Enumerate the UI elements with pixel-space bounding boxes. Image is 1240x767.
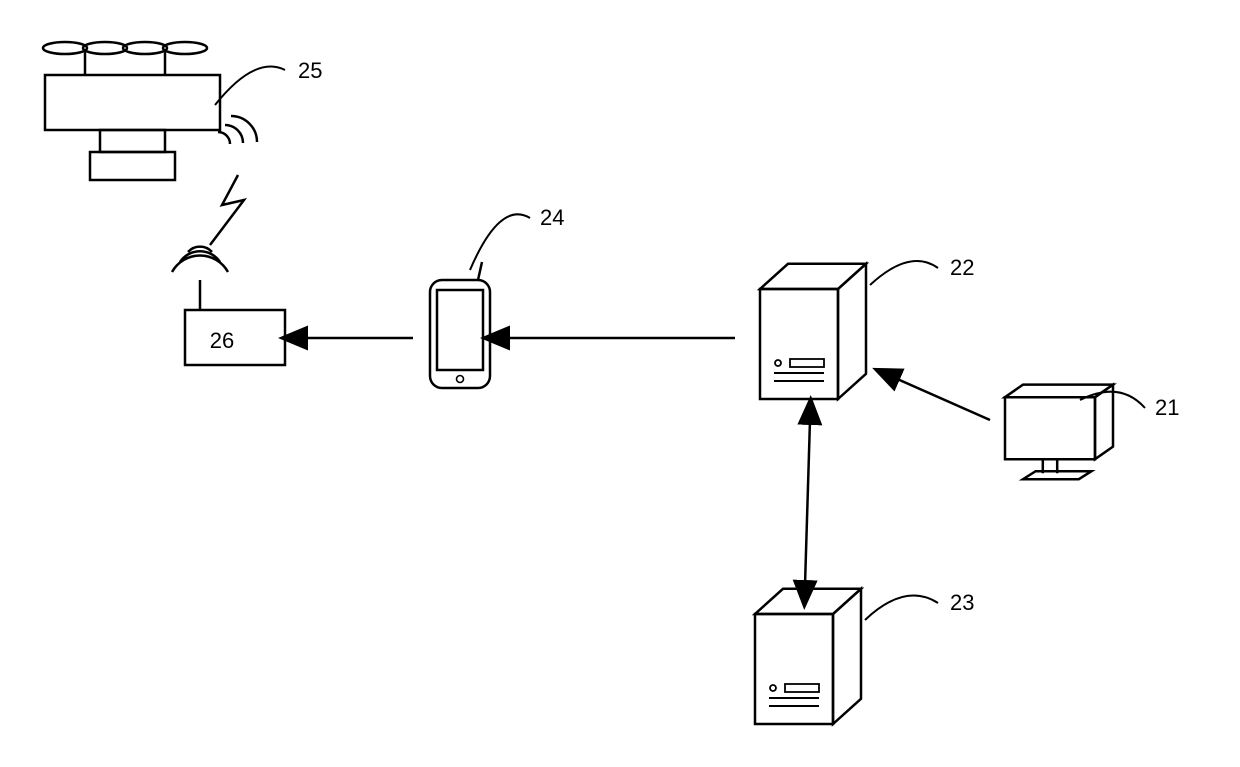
leader-line [870,261,938,285]
node-label: 21 [1155,395,1179,420]
leader-line [470,214,530,270]
arrow-edge [895,378,990,420]
server-icon-23 [755,589,861,724]
node-label: 23 [950,590,974,615]
node-label: 24 [540,205,564,230]
monitor-icon [1005,385,1113,480]
node-label: 26 [210,328,234,353]
node-label: 25 [298,58,322,83]
drone-icon [43,42,257,180]
node-label: 22 [950,255,974,280]
leader-line [215,67,285,105]
server-icon-22 [760,264,866,399]
phone-icon [430,262,490,388]
leader-line [865,596,938,620]
wireless-link [210,175,244,245]
diagram-canvas: 25 26 24 22 23 21 [0,0,1240,767]
double-arrow-edge [805,420,810,585]
